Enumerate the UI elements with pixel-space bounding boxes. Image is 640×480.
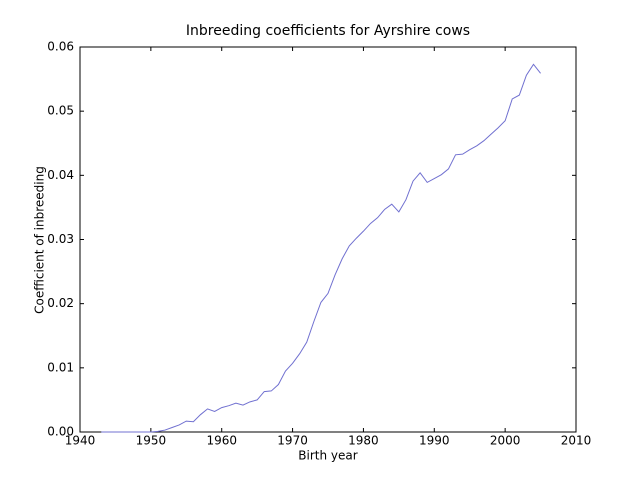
x-tick-label: 1960 bbox=[206, 434, 237, 448]
y-tick-label: 0.04 bbox=[47, 168, 74, 182]
x-tick-label: 1970 bbox=[277, 434, 308, 448]
y-tick-label: 0.02 bbox=[47, 296, 74, 310]
y-tick-label: 0.06 bbox=[47, 40, 74, 54]
x-tick-label: 1950 bbox=[136, 434, 167, 448]
x-tick-label: 2000 bbox=[490, 434, 521, 448]
chart-title: Inbreeding coefficients for Ayrshire cow… bbox=[186, 23, 470, 39]
x-tick-label: 2010 bbox=[561, 434, 592, 448]
x-tick-label: 1990 bbox=[419, 434, 450, 448]
y-axis-label: Coefficient of inbreeding bbox=[33, 166, 47, 314]
y-tick-label: 0.05 bbox=[47, 104, 74, 118]
y-tick-label: 0.03 bbox=[47, 232, 74, 246]
y-tick-label: 0.01 bbox=[47, 360, 74, 374]
data-line bbox=[101, 63, 541, 433]
y-tick-label: 0.00 bbox=[47, 425, 74, 439]
x-tick-label: 1980 bbox=[348, 434, 379, 448]
x-axis-label: Birth year bbox=[298, 449, 357, 463]
x-tick-label: 1940 bbox=[65, 434, 96, 448]
